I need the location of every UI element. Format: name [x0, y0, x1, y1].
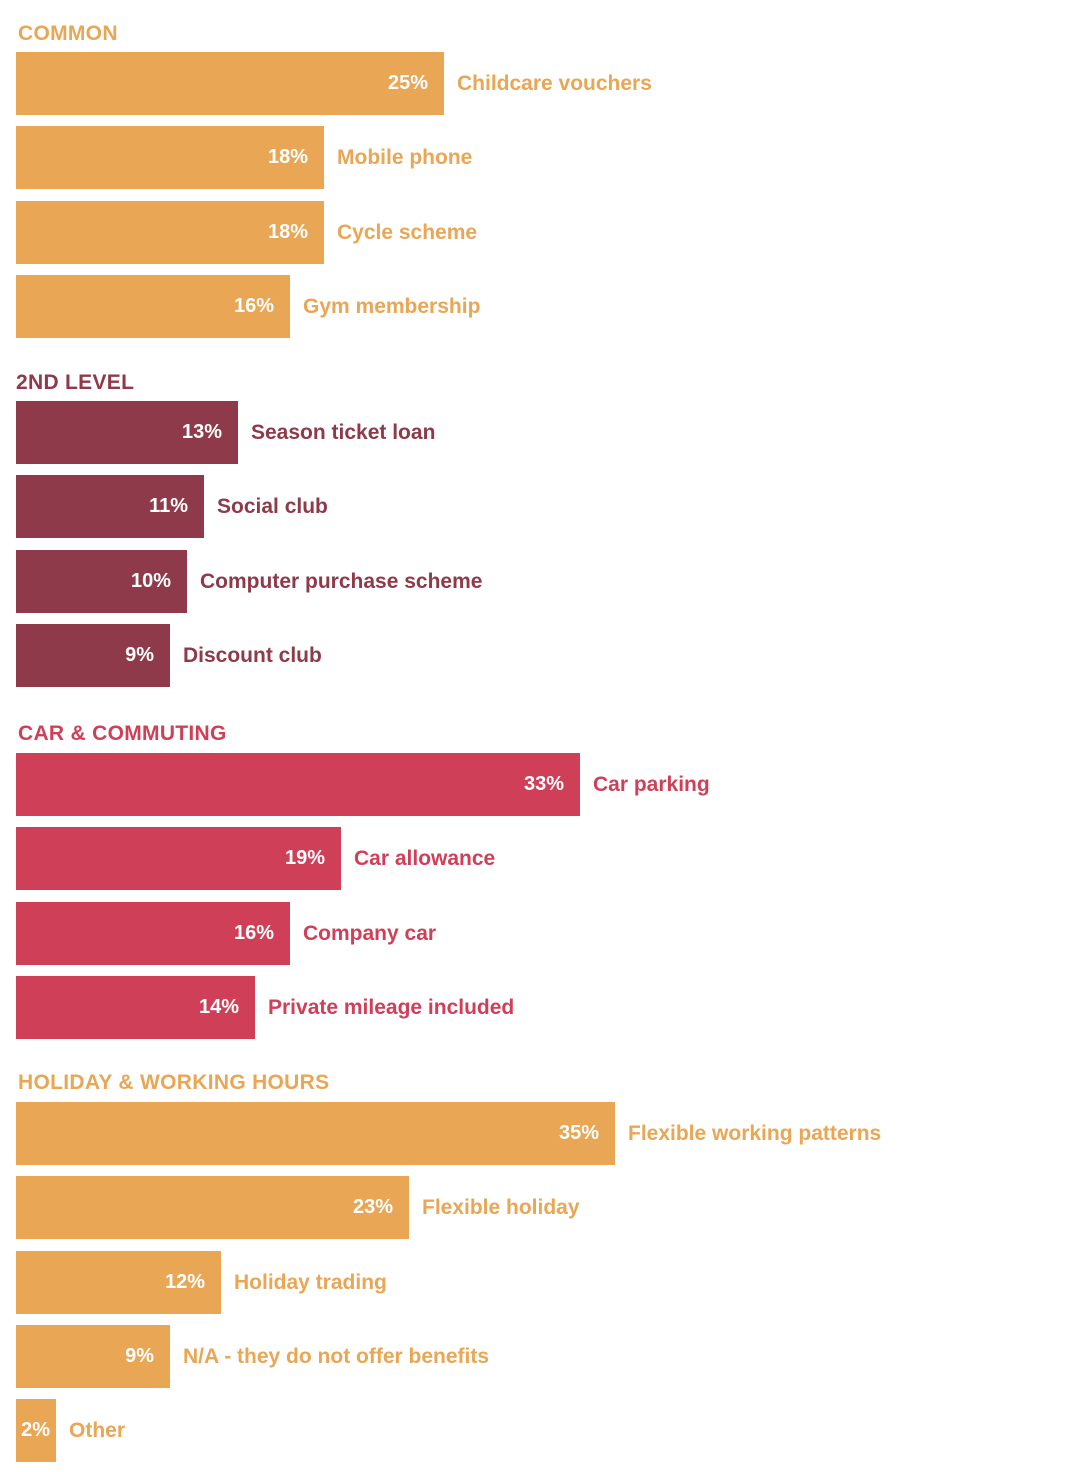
bar-value-label: 16% [233, 922, 274, 944]
bar-category-label: Holiday trading [234, 1271, 387, 1294]
bar-value-label: 10% [130, 570, 171, 592]
bar-value-label: 12% [164, 1271, 205, 1293]
bar-value-label: 18% [267, 221, 308, 243]
bar-category-label: Car parking [593, 773, 710, 796]
bar-category-label: N/A - they do not offer benefits [183, 1345, 490, 1368]
bar-category-label: Season ticket loan [251, 421, 436, 444]
bar-value-label: 25% [387, 72, 428, 94]
bar-category-label: Mobile phone [337, 146, 473, 169]
bar-value-label: 19% [284, 847, 325, 869]
bar-value-label: 13% [181, 421, 222, 443]
bar [16, 1325, 170, 1388]
bar-category-label: Flexible working patterns [628, 1122, 882, 1145]
bar-value-label: 11% [149, 495, 188, 517]
bar-category-label: Company car [303, 922, 437, 945]
bar [16, 1399, 56, 1462]
bar-value-label: 14% [198, 996, 239, 1018]
bar-value-label: 35% [558, 1122, 599, 1144]
bar [16, 275, 290, 338]
bar-value-label: 23% [352, 1196, 393, 1218]
bar [16, 401, 238, 464]
bar [16, 1176, 409, 1239]
section-title: COMMON [18, 22, 118, 45]
section-title: 2ND LEVEL [16, 371, 135, 394]
bar-category-label: Cycle scheme [337, 221, 478, 244]
bar-category-label: Car allowance [354, 847, 496, 870]
bar-value-label: 18% [267, 146, 308, 168]
bar-category-label: Private mileage included [268, 996, 515, 1019]
bar [16, 624, 170, 687]
bar-category-label: Childcare vouchers [457, 72, 652, 95]
bar-category-label: Discount club [183, 644, 322, 667]
bar [16, 550, 187, 613]
bar [16, 475, 204, 538]
bar [16, 902, 290, 965]
bar [16, 753, 580, 816]
bar-value-label: 33% [523, 773, 564, 795]
bar [16, 201, 324, 264]
bar-category-label: Social club [217, 495, 328, 518]
bar [16, 52, 444, 115]
bar-category-label: Flexible holiday [422, 1196, 580, 1219]
bar [16, 827, 341, 890]
bar-value-label: 2% [21, 1419, 50, 1441]
bar [16, 1102, 615, 1165]
section-title: HOLIDAY & WORKING HOURS [18, 1071, 330, 1094]
section-title: CAR & COMMUTING [18, 722, 227, 745]
bar-value-label: 9% [125, 644, 154, 666]
bar [16, 1251, 221, 1314]
bar [16, 126, 324, 189]
bar-value-label: 16% [233, 295, 274, 317]
bar-value-label: 9% [125, 1345, 154, 1367]
bar-category-label: Gym membership [303, 295, 481, 318]
bar [16, 976, 255, 1039]
bar-category-label: Computer purchase scheme [200, 570, 483, 593]
bar-category-label: Other [69, 1419, 126, 1442]
